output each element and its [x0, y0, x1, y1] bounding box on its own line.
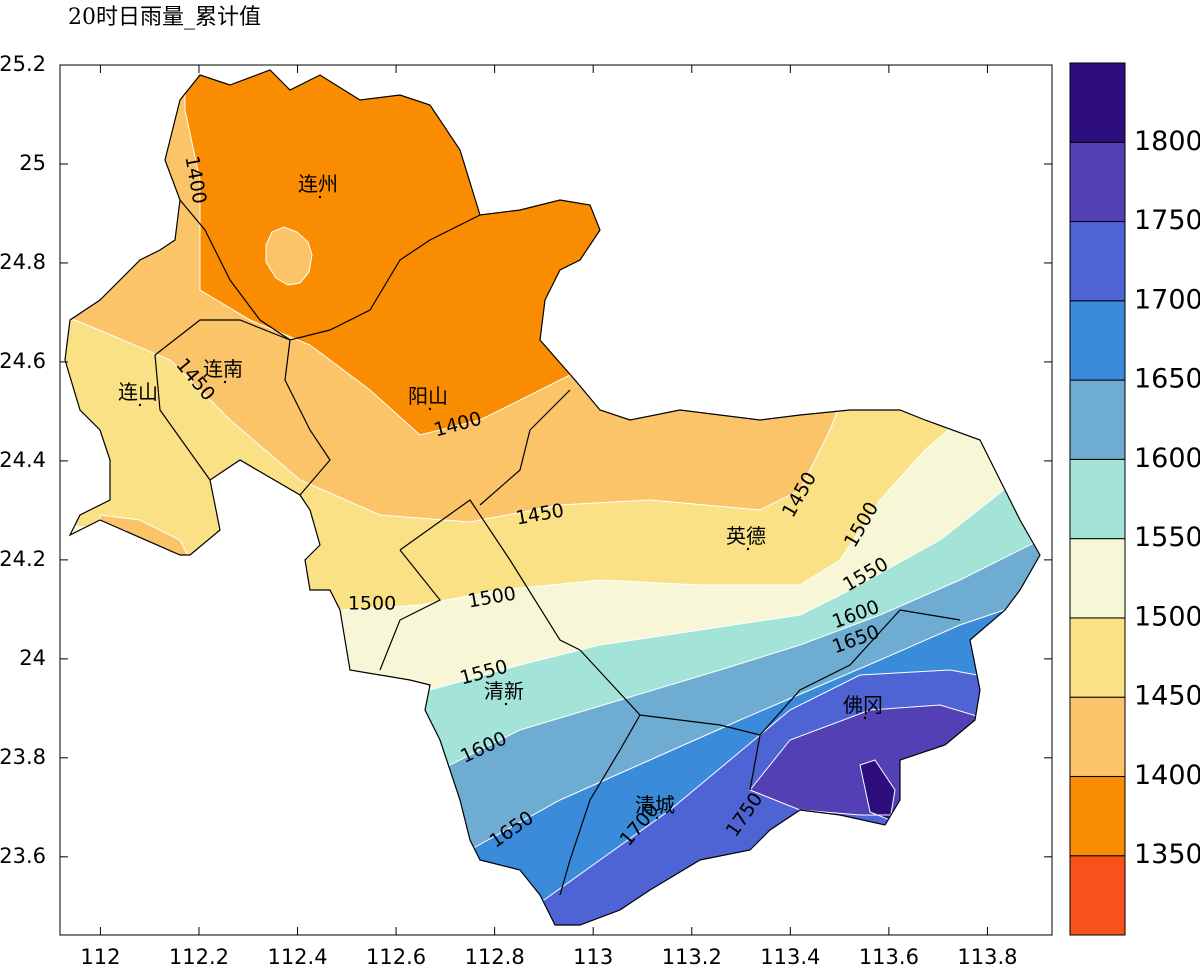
x-tick-label: 112.2 — [169, 945, 229, 969]
contour-lines — [65, 70, 1040, 925]
place-name: 佛冈 — [843, 693, 883, 717]
place-name: 清城 — [635, 793, 675, 817]
x-tick-label: 113.8 — [957, 945, 1017, 969]
y-tick-label: 24.2 — [0, 547, 46, 571]
y-tick-label: 23.8 — [0, 745, 46, 769]
colorbar-label: 1500 — [1134, 601, 1200, 632]
colorbar-label: 1650 — [1134, 364, 1200, 395]
contour-line — [859, 759, 896, 821]
y-tick-label: 23.6 — [0, 844, 46, 868]
title: 20时日雨量_累计值 — [68, 5, 261, 30]
border — [284, 339, 331, 496]
x-tick-label: 112.6 — [366, 945, 426, 969]
y-tick-label: 25.2 — [0, 52, 46, 76]
x-tick-label: 113.2 — [662, 945, 722, 969]
colorbar-label: 1600 — [1134, 443, 1200, 474]
place-name: 连山 — [118, 380, 158, 404]
border — [579, 609, 961, 736]
contour-line — [65, 319, 1040, 925]
dynamic-layer: 112 112.2 112.4 112.6 112.8 113 113.2 113.4 113.… — [0, 52, 1200, 969]
colorbar-label: 1700 — [1134, 284, 1200, 315]
colorbar-box — [1069, 62, 1126, 143]
border — [154, 354, 211, 481]
place-name: 清新 — [484, 679, 524, 703]
place-name: 阳山 — [408, 384, 448, 408]
y-tick-label: 24 — [19, 646, 46, 670]
x-tick-label: 112.8 — [465, 945, 525, 969]
border — [379, 549, 441, 671]
place-name: 英德 — [726, 524, 766, 548]
contour-line — [499, 669, 1040, 925]
colorbar-label: 1800 — [1134, 126, 1200, 157]
colorbar-box — [1069, 617, 1126, 698]
colorbar-label: 1350 — [1134, 839, 1200, 870]
colorbar-label: 1450 — [1134, 681, 1200, 712]
colorbar-label: 1550 — [1134, 522, 1200, 553]
contour-line — [399, 469, 1040, 925]
place-dot — [318, 195, 322, 199]
place-dot — [863, 716, 867, 720]
colorbar-label: 1400 — [1134, 760, 1200, 791]
place-dot — [746, 547, 750, 551]
contour-label: 1500 — [348, 593, 396, 615]
border — [559, 714, 641, 896]
contour-line — [399, 599, 1040, 925]
x-tick-label: 113 — [573, 945, 613, 969]
x-tick-label: 113.4 — [760, 945, 820, 969]
colorbar-box — [1069, 221, 1126, 302]
colorbar-box — [1069, 855, 1126, 936]
colorbar-box — [1069, 300, 1126, 381]
x-tick-label: 112 — [80, 945, 120, 969]
contour-line — [299, 399, 1040, 925]
place-dot — [428, 407, 432, 411]
rain-band — [266, 227, 312, 285]
rain-band — [65, 525, 125, 560]
border — [399, 499, 581, 651]
contour-line — [399, 534, 1040, 925]
colorbar-box — [1069, 696, 1126, 777]
colorbar-box — [1069, 538, 1126, 619]
place-name: 连州 — [298, 172, 338, 196]
county-borders — [154, 199, 961, 896]
contour-line — [265, 226, 313, 286]
border — [749, 734, 761, 791]
plot-frame — [59, 64, 1053, 936]
contour-line — [65, 524, 126, 561]
colorbar-box — [1069, 458, 1126, 540]
x-tick-label: 112.4 — [267, 945, 327, 969]
place-dot — [504, 702, 508, 706]
place-dot — [655, 816, 659, 820]
colorbar-label: 1750 — [1134, 205, 1200, 236]
x-tick-label: 113.6 — [859, 945, 919, 969]
colorbar-box — [1069, 775, 1126, 857]
place-name: 连南 — [203, 357, 243, 381]
colorbar-box — [1069, 379, 1126, 460]
border — [479, 389, 571, 506]
y-tick-label: 24.4 — [0, 448, 46, 472]
y-tick-label: 24.6 — [0, 349, 46, 373]
colorbar-box — [1069, 141, 1126, 223]
y-tick-label: 25 — [19, 151, 46, 175]
y-tick-label: 24.8 — [0, 250, 46, 274]
border — [179, 199, 481, 341]
place-dot — [138, 403, 142, 407]
border — [154, 319, 291, 356]
place-dot — [223, 380, 227, 384]
